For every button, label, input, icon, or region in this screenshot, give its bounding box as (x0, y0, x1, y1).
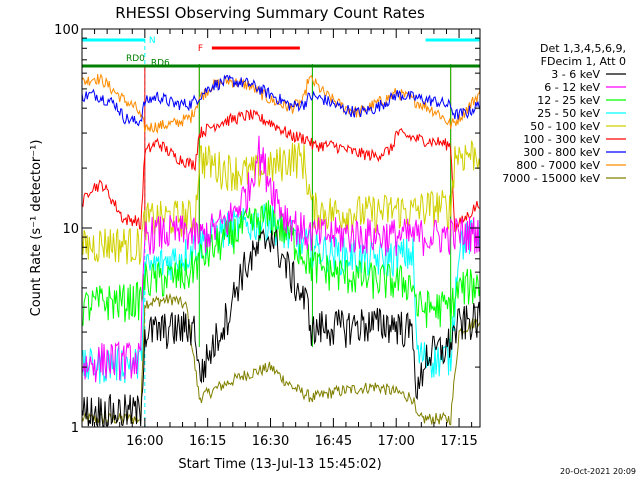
y-tick-label: 100 (54, 23, 79, 38)
chart-title: RHESSI Observing Summary Count Rates (115, 4, 425, 22)
x-tick-label: 16:15 (189, 434, 226, 449)
x-tick-label: 17:15 (440, 434, 477, 449)
x-tick-label: 17:00 (377, 434, 414, 449)
legend-entry-label: 800 - 7000 keV (516, 159, 600, 172)
x-axis-label: Start Time (13-Jul-13 15:45:02) (178, 457, 381, 472)
legend-entry-label: 25 - 50 keV (537, 107, 600, 120)
legend-header: Det 1,3,4,5,6,9, (540, 42, 626, 55)
legend-entry-label: 7000 - 15000 keV (502, 172, 600, 185)
x-tick-label: 16:00 (126, 434, 163, 449)
footer-timestamp: 20-Oct-2021 20:09 (560, 467, 636, 476)
legend-entry-label: 12 - 25 keV (537, 94, 600, 107)
x-tick-label: 16:45 (315, 434, 352, 449)
legend-entry-label: 100 - 300 keV (523, 133, 600, 146)
series-line-4 (81, 140, 481, 265)
state-bar-label: F (198, 44, 203, 54)
state-bar-label: RD6 (151, 59, 170, 69)
series-line-1 (81, 135, 481, 383)
series-line-0 (81, 228, 481, 428)
y-tick-label: 1 (71, 421, 79, 436)
series-line-8 (81, 292, 481, 426)
state-bar-label: RD0 (126, 54, 145, 64)
legend-entry-label: 300 - 800 keV (523, 146, 600, 159)
plot-area: N F RD0 RD6 (81, 36, 481, 428)
state-bar-label: N (149, 36, 156, 46)
legend-entry-label: 3 - 6 keV (551, 68, 600, 81)
legend: Det 1,3,4,5,6,9,FDecim 1, Att 03 - 6 keV… (502, 42, 626, 185)
axes: 1 10 100 16:00 16:15 16:30 16:45 17:00 17:15 (54, 23, 480, 449)
x-tick-label: 16:30 (252, 434, 289, 449)
series-line-5 (81, 109, 481, 233)
y-axis-label: Count Rate (s⁻¹ detector⁻¹) (29, 140, 44, 317)
y-tick-label: 10 (62, 222, 79, 237)
series-line-6 (81, 74, 481, 127)
legend-entry-label: 6 - 12 keV (544, 81, 600, 94)
legend-header: FDecim 1, Att 0 (541, 55, 626, 68)
legend-entry-label: 50 - 100 keV (530, 120, 600, 133)
